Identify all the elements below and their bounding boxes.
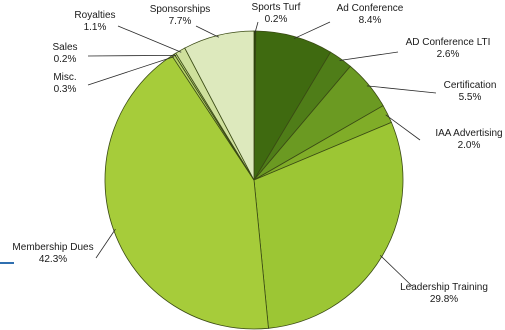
leader-line (293, 21, 331, 39)
pie-slice-leadership-training (253, 121, 404, 329)
slice-label: Membership Dues 42.3% (12, 242, 93, 265)
slice-label-name: AD Conference LTI (406, 37, 491, 48)
slice-label-value: 2.0% (458, 140, 481, 151)
slice-label-value: 29.8% (430, 294, 458, 305)
slice-label: IAA Advertising 2.0% (435, 128, 502, 151)
leader-line (195, 25, 219, 38)
slice-label: Misc. 0.3% (53, 72, 76, 95)
slice-label: Royalties 1.1% (74, 10, 115, 33)
leader-line (366, 85, 437, 94)
slice-label-value: 0.2% (265, 14, 288, 25)
slice-label-value: 42.3% (39, 254, 67, 265)
leader-line (87, 56, 175, 86)
slice-label-name: Ad Conference (337, 3, 404, 14)
slice-label: Ad Conference 8.4% (337, 3, 404, 26)
slice-label-name: Certification (444, 80, 497, 91)
leader-line (385, 114, 421, 141)
slice-labels: Sports Turf 0.2%Ad Conference 8.4%AD Confe… (12, 2, 502, 305)
slice-label-name: Misc. (53, 72, 76, 83)
slice-label-value: 1.1% (84, 22, 107, 33)
slice-label: Sports Turf 0.2% (252, 2, 301, 25)
slice-label-name: Sales (52, 42, 77, 53)
slice-label-value: 2.6% (437, 49, 460, 60)
pie-slice-sponsorships (184, 30, 255, 181)
slice-label: Certification 5.5% (444, 80, 497, 103)
leader-line (117, 25, 182, 53)
slice-label-value: 5.5% (459, 92, 482, 103)
leader-line (254, 21, 259, 34)
leader-line (339, 51, 399, 61)
pie-slice-membership-dues (104, 55, 269, 330)
slice-label-value: 0.3% (54, 84, 77, 95)
leader-line (87, 54, 177, 57)
leader-line (379, 255, 413, 287)
slice-label-name: Sports Turf (252, 2, 301, 13)
slice-label: Leadership Training 29.8% (400, 282, 488, 305)
slice-label-value: 7.7% (169, 16, 192, 27)
slice-label-name: Membership Dues (12, 242, 93, 253)
slice-label-name: IAA Advertising (435, 128, 502, 139)
slice-label-name: Sponsorships (150, 4, 211, 15)
pie-slices (104, 30, 404, 330)
slice-label-value: 0.2% (54, 54, 77, 65)
edge-accent-mark (0, 262, 14, 264)
slice-label-value: 8.4% (359, 15, 382, 26)
slice-label-name: Royalties (74, 10, 115, 21)
slice-label: Sales 0.2% (52, 42, 77, 65)
slice-label: Sponsorships 7.7% (150, 4, 211, 27)
slice-label-name: Leadership Training (400, 282, 488, 293)
leader-lines (87, 21, 437, 287)
leader-line (95, 228, 116, 259)
slice-label: AD Conference LTI 2.6% (406, 37, 491, 60)
